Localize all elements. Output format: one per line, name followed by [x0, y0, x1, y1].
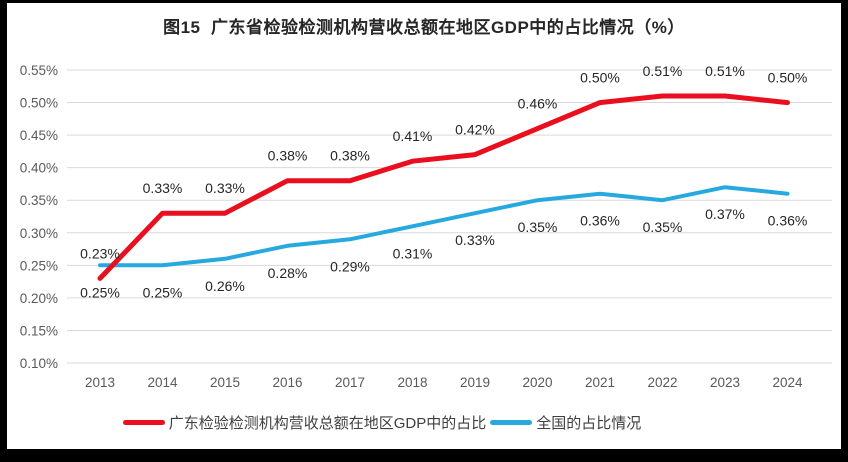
y-axis-tick-label: 0.15%: [20, 323, 58, 338]
x-axis-tick-label: 2014: [147, 375, 178, 390]
data-label: 0.50%: [768, 70, 808, 86]
y-axis-tick-label: 0.50%: [20, 96, 58, 111]
data-label: 0.38%: [268, 148, 308, 164]
data-label: 0.28%: [268, 265, 308, 281]
y-axis-tick-label: 0.20%: [20, 291, 58, 306]
x-axis-tick-label: 2020: [522, 375, 552, 390]
data-label: 0.36%: [580, 213, 620, 229]
x-axis-tick-label: 2024: [772, 375, 803, 390]
series-line-national: [98, 185, 790, 268]
frame-border-bottom: [0, 449, 848, 462]
data-label: 0.31%: [393, 245, 433, 261]
data-label: 0.35%: [518, 219, 558, 235]
x-axis-tick-label: 2022: [647, 375, 677, 390]
data-label: 0.33%: [143, 180, 183, 196]
data-label: 0.41%: [393, 128, 433, 144]
legend: 广东检验检测机构营收总额在地区GDP中的占比 全国的占比情况: [0, 412, 806, 433]
x-axis-tick-label: 2018: [397, 375, 427, 390]
x-axis-tick-label: 2013: [85, 375, 115, 390]
data-label: 0.37%: [705, 206, 745, 222]
data-label: 0.38%: [330, 148, 370, 164]
x-axis-tick-label: 2015: [210, 375, 240, 390]
legend-swatch-blue-line: [490, 420, 533, 425]
chart-title: 图15 广东省检验检测机构营收总额在地区GDP中的占比情况（%）: [163, 18, 685, 37]
y-axis-tick-label: 0.10%: [20, 356, 58, 371]
x-axis-tick-label: 2019: [460, 375, 490, 390]
legend-label-guangdong: 广东检验检测机构营收总额在地区GDP中的占比: [168, 415, 487, 432]
y-axis-tick-label: 0.55%: [20, 63, 58, 78]
data-label: 0.42%: [455, 122, 495, 138]
frame-border-top: [0, 0, 848, 3]
legend-label-national: 全国的占比情况: [536, 415, 642, 432]
data-label: 0.25%: [80, 284, 120, 300]
y-axis-tick-label: 0.35%: [20, 193, 58, 208]
data-label: 0.33%: [205, 180, 245, 196]
data-label: 0.33%: [455, 232, 495, 248]
legend-item-national: 全国的占比情况: [490, 412, 641, 433]
data-label: 0.50%: [580, 70, 620, 86]
y-axis-tick-label: 0.30%: [20, 226, 58, 241]
x-axis-tick-label: 2016: [272, 375, 302, 390]
legend-item-guangdong: 广东检验检测机构营收总额在地区GDP中的占比: [122, 412, 487, 433]
data-label: 0.46%: [518, 96, 558, 112]
data-label: 0.23%: [80, 245, 120, 261]
data-label: 0.35%: [643, 219, 683, 235]
frame-border-right: [841, 0, 848, 462]
frame-border-left: [0, 0, 7, 462]
series-line-guangdong: [97, 93, 790, 281]
data-label: 0.36%: [768, 213, 808, 229]
x-axis-tick-label: 2023: [710, 375, 740, 390]
y-axis-tick-label: 0.45%: [20, 128, 58, 143]
data-label: 0.25%: [143, 284, 183, 300]
data-label: 0.51%: [705, 63, 745, 79]
legend-swatch-red-line: [122, 420, 165, 425]
y-axis-tick-label: 0.25%: [20, 258, 58, 273]
y-axis-tick-label: 0.40%: [20, 161, 58, 176]
x-axis-tick-label: 2021: [585, 375, 615, 390]
data-label: 0.51%: [643, 63, 683, 79]
data-label: 0.29%: [330, 258, 370, 274]
x-axis-tick-label: 2017: [335, 375, 365, 390]
data-label: 0.26%: [205, 278, 245, 294]
